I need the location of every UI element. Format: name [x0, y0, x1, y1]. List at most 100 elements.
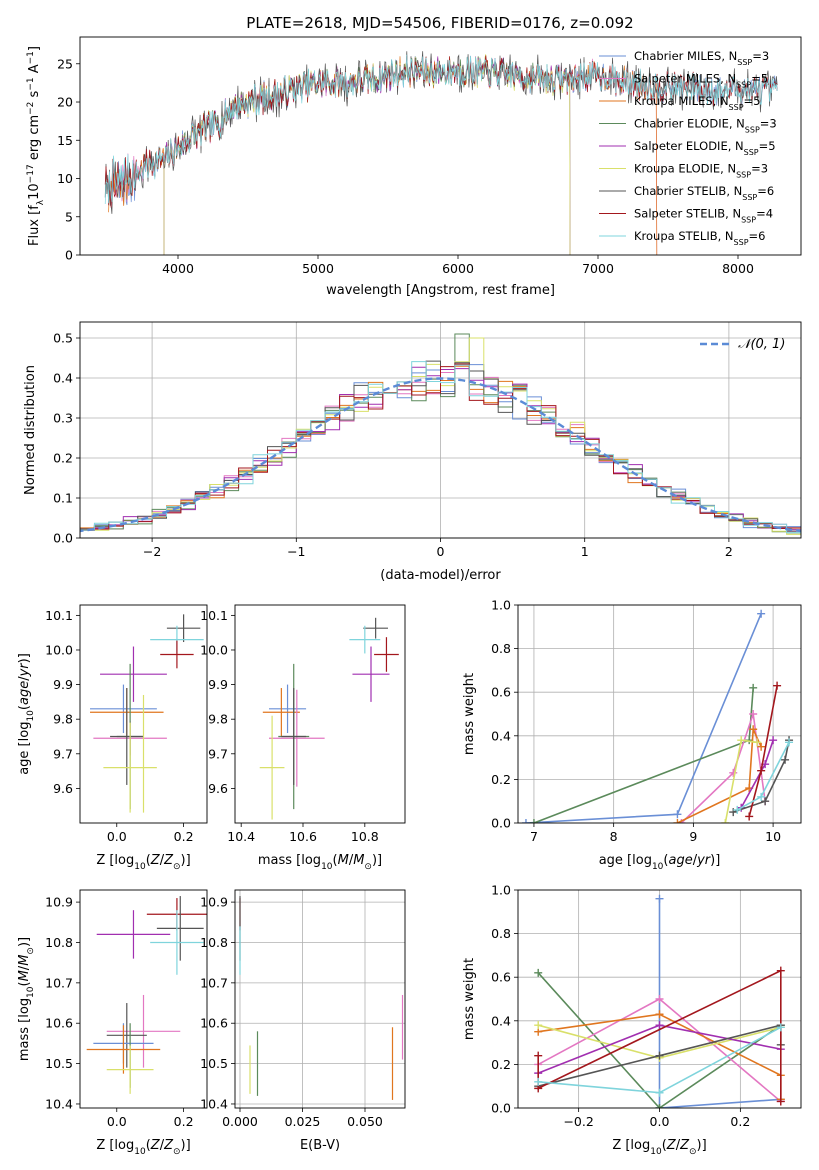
y-tick-label: 10.4	[45, 1096, 73, 1111]
weight-line	[680, 713, 766, 823]
y-tick-label: 1.0	[491, 598, 511, 613]
errorbar-point	[281, 688, 307, 785]
x-tick-label: 10.8	[351, 829, 379, 844]
weight-marker	[749, 683, 758, 692]
x-tick-label: 10.6	[289, 829, 317, 844]
axes-frame	[79, 321, 802, 539]
mass-vs-Z-panel: 0.0 0.2 10.4 10.5 10.6 10.7 10.8 10.9 Z [log10(Z…	[17, 889, 208, 1157]
weight-line	[732, 740, 790, 813]
weight-line	[537, 972, 782, 1108]
legend-entry: Kroupa MILES, NSSP=5	[634, 94, 760, 112]
legend-entry: Chabrier MILES, NSSP=3	[634, 49, 769, 67]
y-tick-label: 9.7	[53, 746, 73, 761]
weight-marker	[776, 1097, 785, 1106]
axes-frame	[234, 604, 406, 824]
plot-area	[534, 894, 785, 1108]
plot-area	[259, 617, 399, 820]
y-tick-label: 0.8	[491, 641, 511, 656]
x-tick-label: 0.0	[107, 1114, 127, 1129]
y-tick-label: 0.2	[53, 451, 73, 466]
x-tick-label: 4000	[162, 261, 194, 276]
errorbar-point	[100, 646, 167, 702]
y-tick-label: 0.4	[53, 371, 73, 386]
gaussian-curve	[80, 377, 801, 533]
y-tick-label: 10.7	[45, 975, 73, 990]
errorbar-point	[96, 910, 171, 959]
weight-marker	[729, 768, 738, 777]
plot-area	[521, 609, 794, 823]
x-axis-label: (data-model)/error	[380, 568, 501, 583]
weight-marker	[534, 968, 543, 977]
weight-marker	[534, 1077, 543, 1086]
axes-frame	[79, 604, 208, 824]
weight-marker	[529, 819, 538, 823]
legend-entry: Salpeter MILES, NSSP=5	[634, 72, 768, 90]
age-vs-Z-panel: 0.0 0.2 9.6 9.7 9.8 9.9 10.0 10.1 Z [log10(Z/Z⊙)…	[17, 604, 208, 872]
errorbar-point	[374, 637, 399, 672]
y-axis-label: age [log10(age/yr)]	[17, 653, 36, 775]
axes-frame	[79, 36, 802, 256]
x-tick-label: 0.025	[285, 1114, 321, 1129]
errorbar-point	[269, 684, 307, 734]
y-axis-label: mass [log10(M/M⊙)]	[17, 937, 36, 1061]
weight-marker	[655, 894, 664, 903]
y-tick-label: 10.1	[45, 608, 73, 623]
y-tick-label: 10	[57, 171, 73, 186]
weight-marker	[776, 1023, 785, 1032]
errorbar-point	[160, 640, 194, 669]
weight-marker	[761, 797, 770, 806]
histogram-step	[80, 361, 801, 534]
y-tick-label: 5	[65, 209, 73, 224]
weight-marker	[757, 766, 766, 775]
x-tick-label: 0.2	[730, 1114, 750, 1129]
x-tick-label: 2	[725, 544, 733, 559]
weight-marker	[655, 1088, 664, 1097]
legend: Chabrier MILES, NSSP=3 Salpeter MILES, NS…	[599, 49, 777, 247]
y-tick-label: 0.4	[491, 728, 511, 743]
mass-weight-vs-age-panel: 7 8 9 10 0.0 0.2 0.4 0.6 0.8 1.0 age [log10(age/yr…	[462, 598, 802, 872]
errorbar-point	[150, 910, 204, 975]
legend-entry: Chabrier ELODIE, NSSP=3	[634, 117, 777, 135]
errorbar-point	[86, 1025, 161, 1074]
panel-layer: 4000 5000 6000 7000 80000510152025wavelength…	[17, 36, 802, 1157]
y-tick-label: 0	[65, 248, 73, 263]
legend-entry: 𝒩(0, 1)	[738, 337, 785, 352]
x-axis-label: wavelength [Angstrom, rest frame]	[326, 283, 555, 298]
figure-title: PLATE=2618, MJD=54506, FIBERID=0176, z=0…	[246, 14, 633, 32]
age-vs-mass-panel: 10.4 10.6 10.8 9.6 9.7 9.8 9.9 10.0 10.1 mass [lo…	[200, 604, 406, 872]
weight-marker	[655, 1104, 664, 1108]
y-tick-label: 9.9	[208, 677, 228, 692]
y-tick-label: 10.0	[200, 642, 228, 657]
errorbar-point	[349, 625, 381, 654]
plot-area	[80, 333, 801, 536]
y-axis-label: Flux [fλ10−17 erg cm−2 s−1 A−1]	[26, 46, 46, 246]
y-tick-label: 10.6	[45, 1016, 73, 1031]
weight-marker	[753, 738, 762, 747]
weight-marker	[673, 819, 682, 823]
spectrum-line	[163, 56, 571, 255]
weight-marker	[655, 1021, 664, 1030]
y-tick-label: 0.8	[491, 926, 511, 941]
y-tick-label: 10.8	[45, 935, 73, 950]
errorbar-point	[103, 722, 157, 813]
axes-frame	[79, 889, 208, 1109]
y-tick-label: 0.6	[491, 970, 511, 985]
y-axis-label: mass weight	[462, 673, 477, 755]
errorbar-point	[106, 1045, 154, 1094]
x-tick-label: 6000	[442, 261, 474, 276]
x-tick-label: 0.2	[174, 829, 194, 844]
x-tick-label: −0.2	[563, 1114, 593, 1129]
weight-marker	[757, 742, 766, 751]
weight-marker	[781, 755, 790, 764]
weight-line	[658, 898, 781, 1108]
y-tick-label: 25	[57, 56, 73, 71]
y-tick-label: 0.1	[53, 491, 73, 506]
legend-entry: Salpeter ELODIE, NSSP=5	[634, 139, 776, 157]
x-axis-label: Z [log10(Z/Z⊙)]	[612, 1138, 706, 1157]
weight-marker	[673, 810, 682, 819]
weight-marker	[757, 609, 766, 618]
y-tick-label: 9.8	[53, 712, 73, 727]
spectrum-line	[108, 54, 658, 255]
x-tick-label: −1	[287, 544, 305, 559]
